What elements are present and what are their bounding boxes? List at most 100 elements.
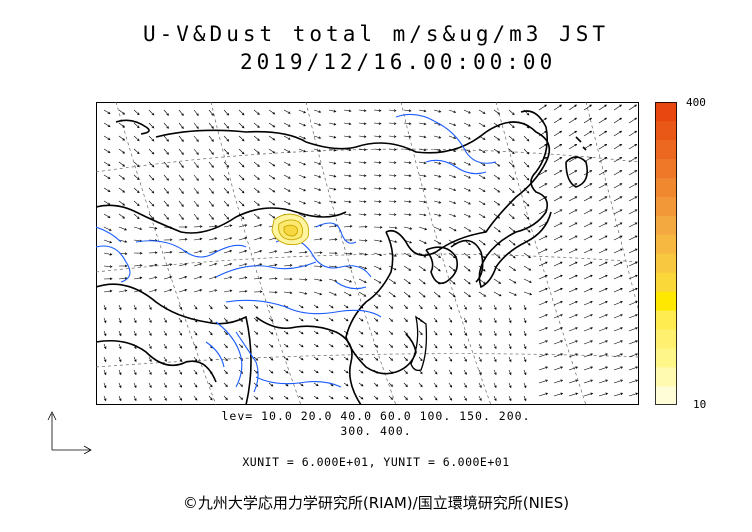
wind-vector [358,174,367,177]
wind-vector [133,109,140,116]
wind-vector [628,340,639,345]
wind-vector [283,187,291,192]
wind-vector [403,161,412,165]
colorbar-segment [655,102,677,122]
wind-vector [628,287,638,293]
wind-vector [313,135,322,139]
wind-vector [418,135,427,139]
wind-vector [328,369,334,374]
wind-vector [283,330,289,335]
wind-vector [433,304,438,310]
wind-vector [463,200,471,205]
wind-vector [283,250,293,254]
wind-vector [253,276,263,280]
wind-vector [313,343,319,348]
wind-vector [523,135,530,142]
wind-vector [238,382,244,387]
wind-vector [298,278,308,281]
wind-vector [628,104,637,111]
wind-vector [613,379,624,384]
wind-vector [493,174,501,180]
wind-vector [343,278,353,283]
wind-vector [568,261,578,267]
wind-vector [343,369,349,374]
wind-vector [223,317,228,323]
wind-vector [538,379,549,384]
wind-vector [253,161,260,167]
wind-vector [523,291,533,296]
wind-vector [493,304,497,311]
wind-vector [223,224,233,228]
wind-vector [163,317,167,323]
wind-vector [568,314,578,319]
wind-vector [343,395,349,400]
wind-vector [463,343,467,349]
wind-vector [103,187,111,193]
wind-vector [358,317,364,322]
wind-vector [118,304,122,311]
wind-vector [253,236,263,241]
wind-vector [613,314,623,319]
wind-vector [118,122,126,128]
colorbar-segment [655,177,677,197]
wind-vector [133,369,137,376]
wind-vector [133,226,143,230]
wind-vector [448,317,453,323]
wind-vector [358,239,368,242]
wind-vector [403,213,412,217]
wind-vector [403,317,408,323]
wind-vector [148,109,155,116]
wind-vector [178,275,188,280]
wind-vector [268,213,276,219]
wind-vector [343,224,353,228]
wind-vector [208,174,214,181]
wind-vector [223,276,233,280]
wind-vector [103,226,112,231]
wind-vector [568,130,578,137]
wind-vector [373,161,382,164]
wind-vector [508,213,515,220]
wind-vector [568,143,578,150]
wind-vector [193,275,203,280]
wind-vector [463,109,471,114]
wind-vector [418,330,423,336]
wind-vector [433,382,438,388]
wind-vector [238,122,245,129]
wind-vector [403,395,408,401]
wind-vector [373,200,382,203]
wind-vector [493,356,497,363]
wind-vector [598,327,608,332]
wind-vector [628,300,638,306]
wind-vector [523,317,527,324]
wind-vector [568,235,578,241]
wind-vector [283,356,289,361]
wind-vector [538,170,548,176]
wind-vector [403,278,411,285]
wind-vector [358,187,367,190]
wind-vector [523,226,531,233]
wind-vector [493,226,501,233]
wind-vector [613,104,622,111]
wind-vector [448,382,453,388]
wind-vector [103,213,111,219]
wind-vector [193,304,198,310]
wind-vector [178,213,184,220]
wind-vector [628,143,638,150]
wind-vector [448,226,457,232]
wind-vector [133,161,140,168]
wind-vector [433,356,438,362]
wind-vector [373,356,379,361]
wind-vector [583,379,594,384]
wind-vector [478,122,486,127]
wind-vector [523,369,527,376]
wind-vector [463,356,467,362]
wind-vector [463,265,471,272]
wind-vector [538,261,548,267]
wind-vector [523,382,527,389]
wind-vector [253,213,260,219]
wind-vector [388,200,397,203]
wind-vector [448,395,453,401]
wind-vector [448,200,457,205]
map-frame [96,102,639,405]
wind-vector [328,304,334,309]
